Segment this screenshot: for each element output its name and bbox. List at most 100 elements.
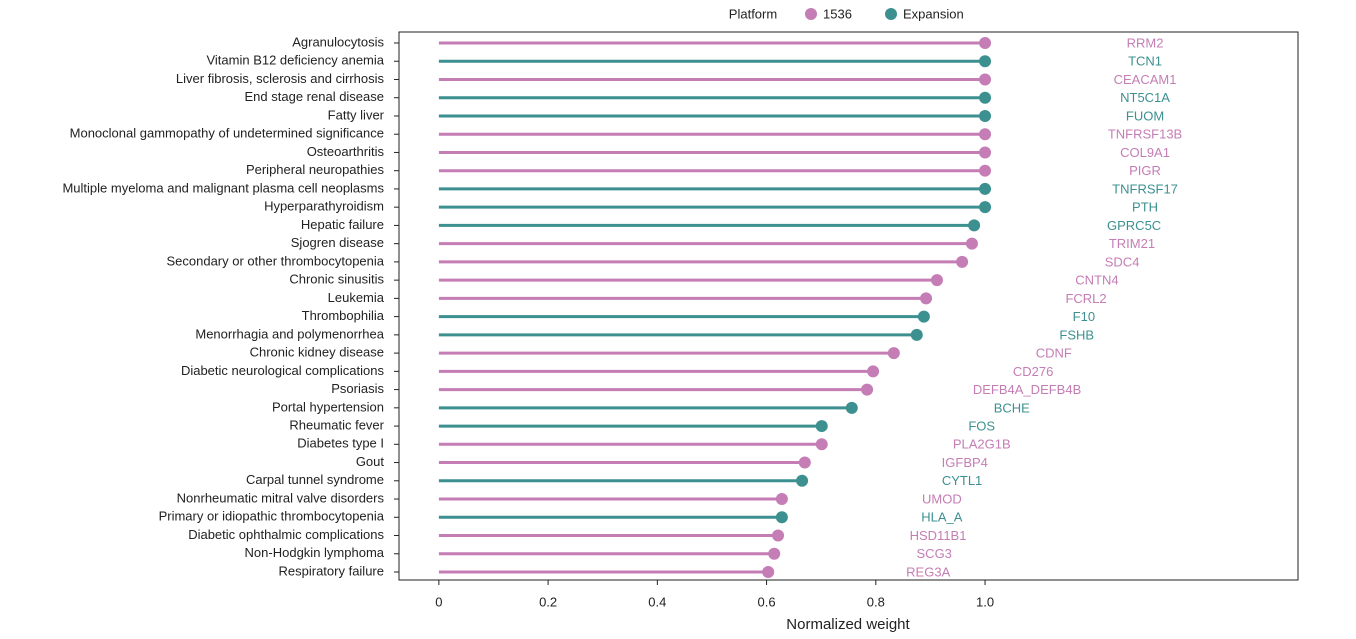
x-tick-label: 0.8 (867, 594, 885, 609)
category-label: Chronic kidney disease (250, 345, 384, 360)
lollipop-dot (920, 292, 933, 305)
category-label: Diabetes type I (297, 436, 384, 451)
gene-label: SDC4 (1105, 254, 1140, 269)
lollipop-dot (979, 109, 992, 122)
category-label: Thrombophilia (302, 308, 385, 323)
gene-label: PTH (1132, 200, 1158, 215)
gene-label: F10 (1073, 309, 1095, 324)
gene-label: TRIM21 (1109, 236, 1155, 251)
category-label: Hepatic failure (301, 217, 384, 232)
x-tick-label: 0.6 (758, 594, 776, 609)
gene-label: FOS (968, 419, 995, 434)
category-label: Carpal tunnel syndrome (246, 472, 384, 487)
lollipop-dot (796, 474, 809, 487)
lollipop-dot (775, 493, 788, 506)
gene-label: HLA_A (921, 510, 963, 525)
lollipop-dot (979, 55, 992, 68)
gene-label: CDNF (1036, 346, 1072, 361)
legend-label: 1536 (823, 6, 852, 21)
lollipop-dot (845, 401, 858, 414)
gene-label: FSHB (1059, 327, 1094, 342)
gene-label: COL9A1 (1120, 145, 1170, 160)
category-label: Primary or idiopathic thrombocytopenia (159, 509, 385, 524)
category-label: Sjogren disease (291, 235, 384, 250)
lollipop-dot (768, 547, 781, 560)
x-tick-label: 0.2 (539, 594, 557, 609)
lollipop-dot (979, 164, 992, 177)
category-label: End stage renal disease (245, 89, 384, 104)
gene-label: FCRL2 (1065, 291, 1106, 306)
category-label: Liver fibrosis, sclerosis and cirrhosis (176, 71, 385, 86)
category-label: Leukemia (328, 290, 385, 305)
lollipop-dot (762, 566, 775, 578)
lollipop-dot (815, 438, 828, 451)
lollipop-dot (910, 328, 923, 341)
x-axis-label: Normalized weight (786, 616, 910, 633)
category-label: Portal hypertension (272, 399, 384, 414)
gene-label: IGFBP4 (942, 455, 988, 470)
category-label: Secondary or other thrombocytopenia (166, 253, 384, 268)
category-label: Menorrhagia and polymenorrhea (195, 326, 384, 341)
lollipop-dot (979, 37, 992, 49)
lollipop-dot (815, 420, 828, 433)
lollipop-dot (775, 511, 788, 524)
category-label: Respiratory failure (279, 563, 385, 578)
x-tick-label: 1.0 (976, 594, 994, 609)
gene-label: GPRC5C (1107, 218, 1161, 233)
lollipop-dot (930, 274, 943, 287)
category-label: Rheumatic fever (289, 418, 384, 433)
gene-label: CD276 (1013, 364, 1053, 379)
lollipop-dot (887, 347, 900, 360)
category-label: Chronic sinusitis (289, 272, 384, 287)
gene-label: REG3A (906, 564, 950, 579)
lollipop-dot (798, 456, 811, 469)
gene-label: SCG3 (917, 546, 952, 561)
lollipop-dot (979, 182, 992, 195)
legend-label: Expansion (903, 6, 964, 21)
lollipop-dot (979, 128, 992, 141)
lollipop-dot (979, 91, 992, 104)
gene-label: HSD11B1 (910, 528, 967, 543)
lollipop-dot (861, 383, 874, 396)
category-label: Psoriasis (331, 381, 384, 396)
gene-label: PLA2G1B (953, 437, 1011, 452)
lollipop-dot (867, 365, 880, 378)
gene-label: CEACAM1 (1114, 72, 1177, 87)
category-label: Monoclonal gammopathy of undetermined si… (70, 126, 384, 141)
lollipop-dot (979, 73, 992, 86)
gene-label: BCHE (994, 400, 1030, 415)
gene-label: UMOD (922, 491, 962, 506)
category-label: Multiple myeloma and malignant plasma ce… (62, 180, 384, 195)
legend-title: Platform (729, 6, 777, 21)
category-label: Agranulocytosis (292, 34, 384, 49)
category-label: Vitamin B12 deficiency anemia (206, 53, 384, 68)
lollipop-dot (968, 219, 981, 232)
lollipop-dot (979, 146, 992, 159)
category-label: Fatty liver (328, 107, 385, 122)
gene-label: RRM2 (1127, 35, 1164, 50)
gene-label: TNFRSF13B (1108, 127, 1182, 142)
category-label: Gout (356, 454, 385, 469)
category-label: Nonrheumatic mitral valve disorders (177, 490, 385, 505)
x-tick-label: 0 (435, 594, 442, 609)
category-label: Osteoarthritis (307, 144, 385, 159)
lollipop-dot (772, 529, 785, 542)
category-label: Diabetic neurological complications (181, 363, 385, 378)
plot-frame (398, 31, 1299, 581)
lollipop-dot (917, 310, 930, 323)
category-label: Hyperparathyroidism (264, 199, 384, 214)
category-label: Non-Hodgkin lymphoma (245, 545, 385, 560)
lollipop-dot (965, 237, 978, 250)
gene-label: TCN1 (1128, 54, 1162, 69)
category-label: Peripheral neuropathies (246, 162, 385, 177)
gene-label: NT5C1A (1120, 90, 1170, 105)
x-tick-label: 0.4 (648, 594, 666, 609)
lollipop-dot (979, 201, 992, 214)
legend-marker (885, 8, 897, 20)
gene-label: CYTL1 (942, 473, 982, 488)
category-label: Diabetic ophthalmic complications (188, 527, 384, 542)
gene-label: FUOM (1126, 108, 1164, 123)
gene-label: TNFRSF17 (1112, 181, 1178, 196)
gene-label: DEFB4A_DEFB4B (973, 382, 1081, 397)
